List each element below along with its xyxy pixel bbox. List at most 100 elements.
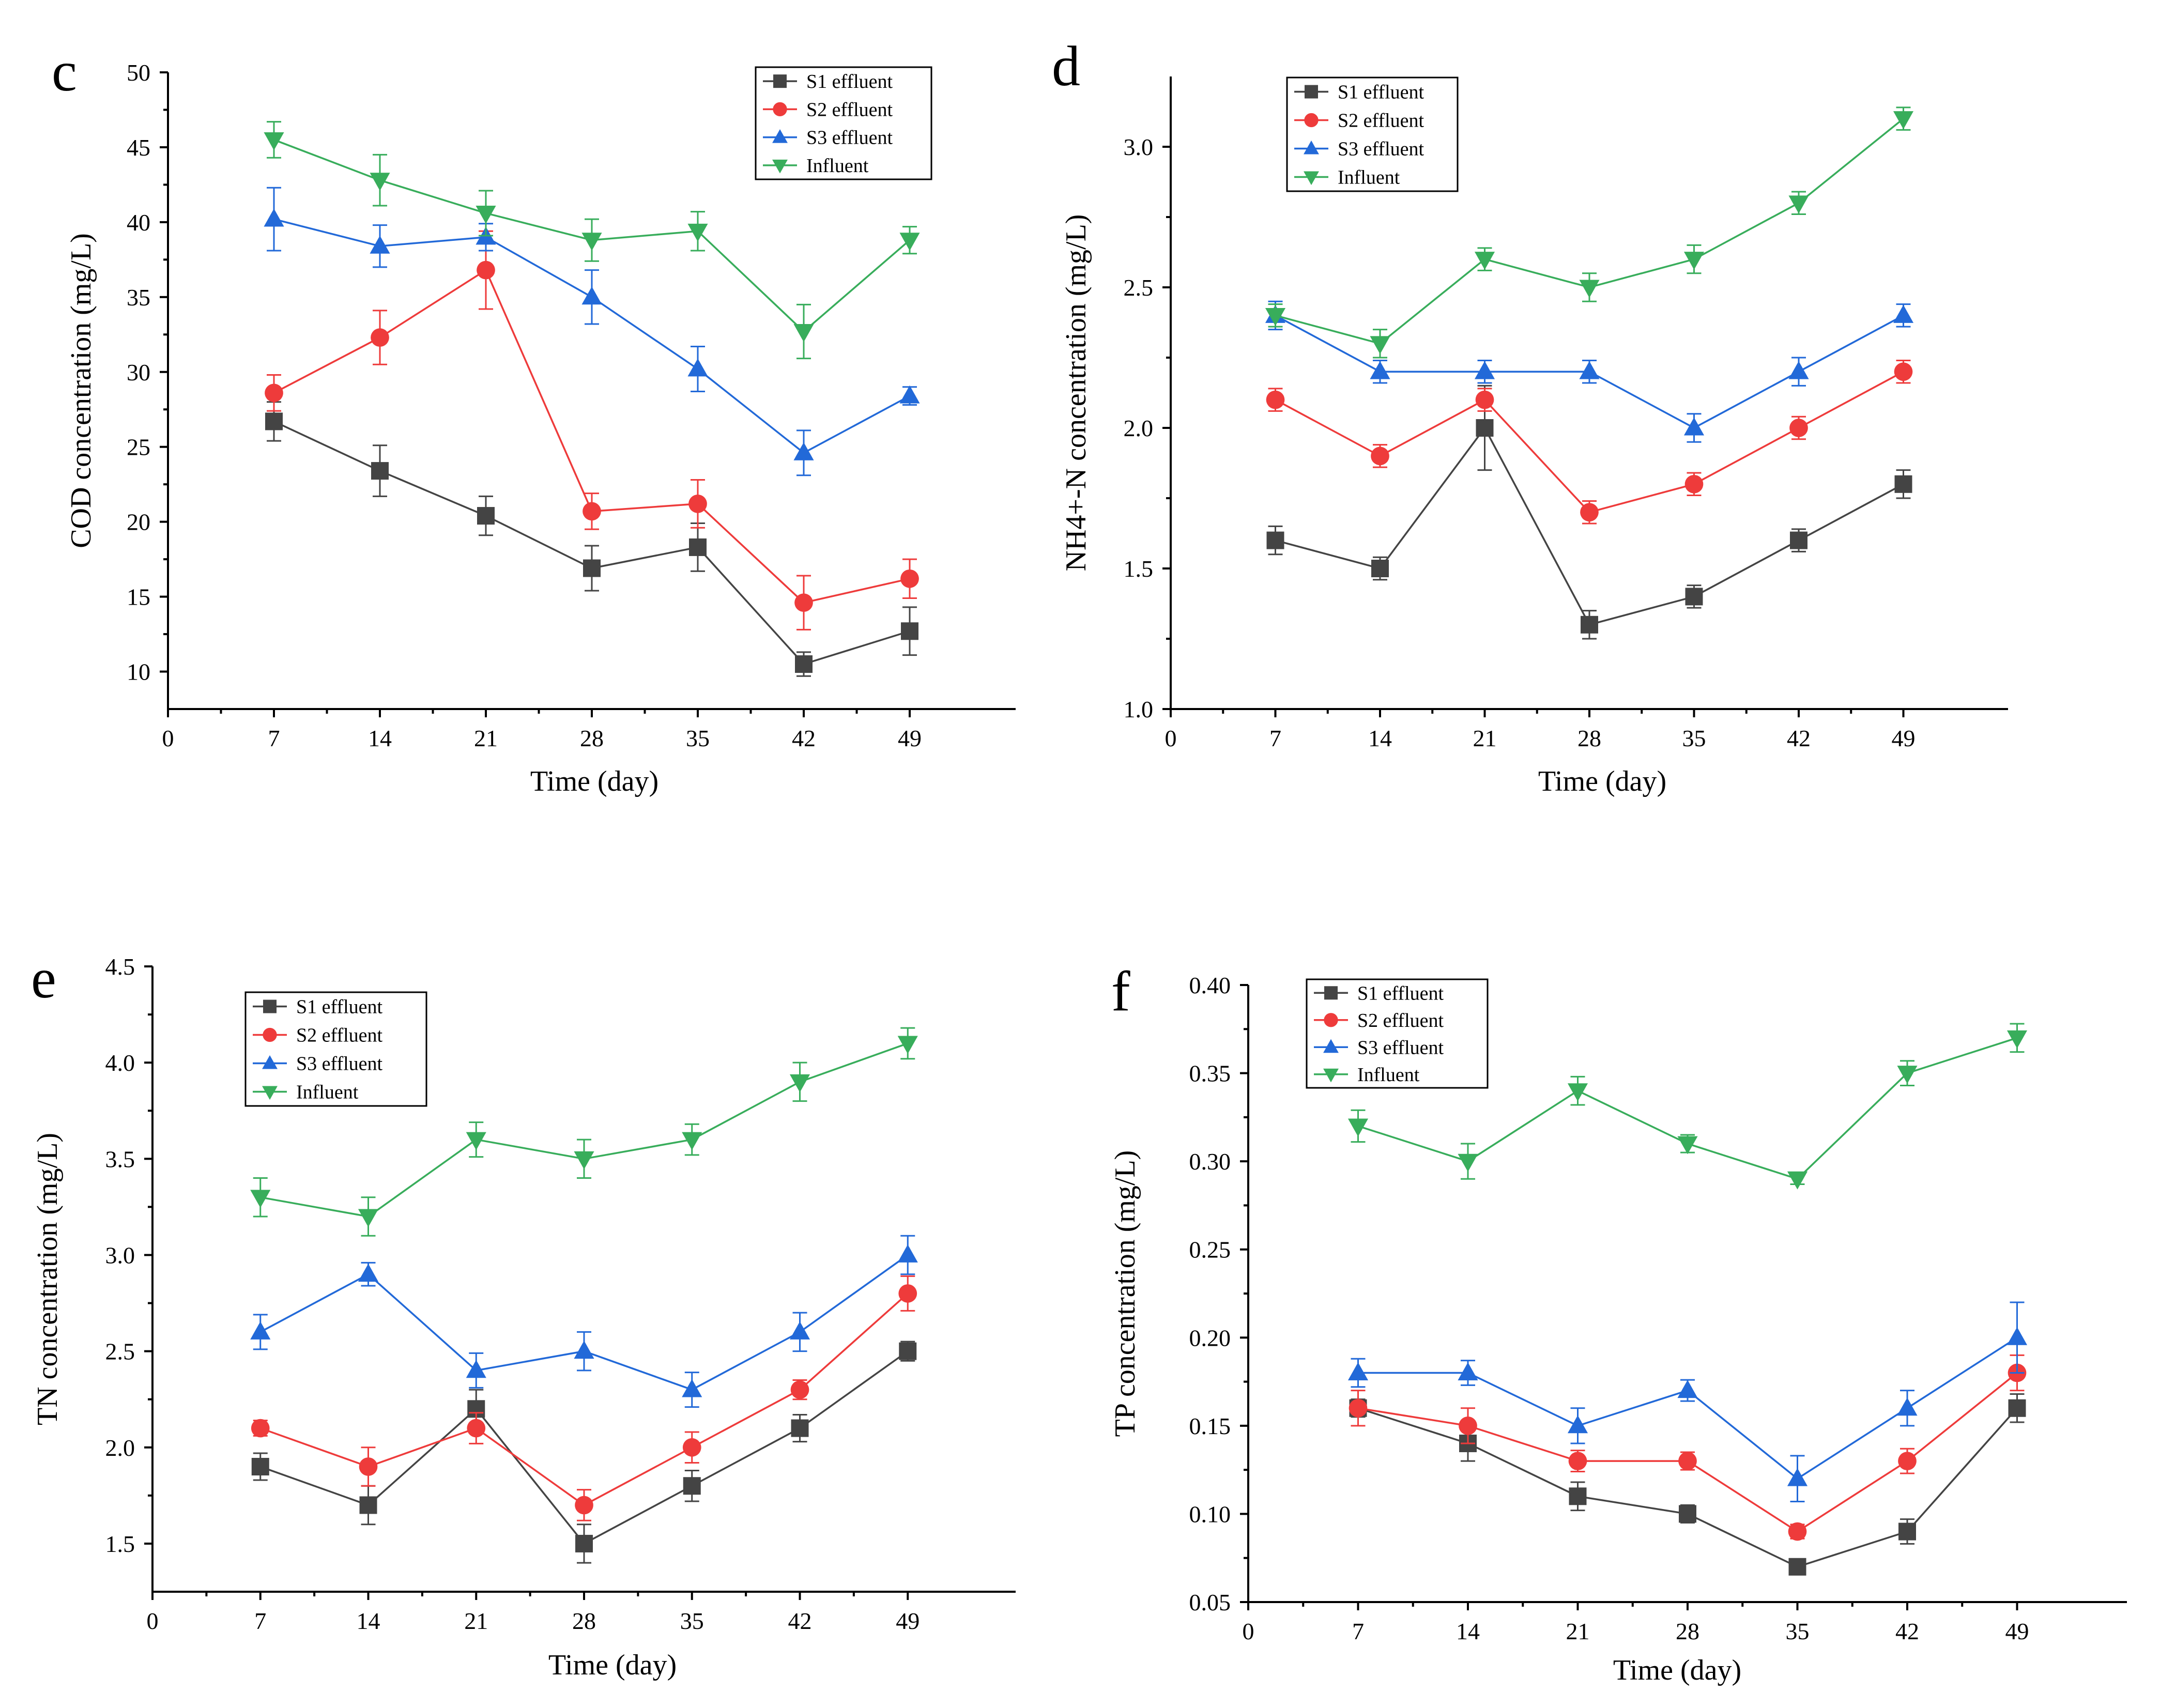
data-point: [581, 233, 602, 251]
y-tick-label: 35: [127, 284, 150, 311]
y-axis-title: TN concentration (mg/L): [32, 1133, 64, 1425]
data-point: [1266, 390, 1285, 409]
y-tick-label: 3.0: [1124, 134, 1154, 160]
legend: S1 effluent S2 effluent S3 effluent Influen…: [755, 66, 932, 180]
data-point: [1788, 361, 1809, 379]
legend: S1 effluent S2 effluent S3 effluent Influen…: [1286, 76, 1459, 192]
data-point: [1894, 362, 1913, 381]
data-point: [1579, 361, 1600, 379]
y-tick-label: 2.0: [1124, 415, 1154, 441]
data-point: [1580, 503, 1599, 522]
x-tick-label: 14: [357, 1608, 380, 1634]
x-tick-label: 49: [896, 1608, 920, 1634]
legend-label: Influent: [1357, 1064, 1420, 1086]
data-point: [1579, 280, 1600, 298]
y-tick-label: 1.0: [1124, 696, 1154, 722]
series-s3-effluent: [250, 1235, 918, 1408]
y-tick-label: 4.5: [105, 953, 135, 980]
data-point: [264, 132, 284, 150]
data-point: [1677, 1380, 1698, 1398]
data-point: [1683, 417, 1705, 436]
y-tick-label: 20: [127, 509, 150, 535]
x-tick-label: 28: [572, 1608, 596, 1634]
series-s1-effluent: [1349, 1393, 2026, 1576]
data-point: [359, 1496, 377, 1514]
series-influent: [1347, 1023, 2028, 1190]
y-tick-label: 15: [127, 584, 150, 610]
x-tick-label: 21: [464, 1608, 488, 1634]
data-point: [370, 173, 390, 191]
series-influent: [264, 121, 920, 360]
legend-label: S3 effluent: [1357, 1037, 1444, 1058]
x-tick-label: 14: [1368, 725, 1392, 751]
x-tick-label: 7: [1269, 725, 1281, 751]
series-line: [273, 420, 910, 666]
data-point: [789, 1321, 810, 1340]
data-point: [574, 1151, 594, 1170]
y-tick-label: 2.5: [105, 1338, 135, 1365]
y-tick-label: 4.0: [105, 1050, 135, 1076]
panel-letter: f: [1111, 960, 1130, 1023]
data-point: [1679, 1505, 1696, 1523]
y-tick-label: 1.5: [105, 1531, 135, 1557]
x-tick-label: 0: [147, 1608, 159, 1634]
x-tick-label: 7: [268, 725, 280, 751]
data-point: [250, 1321, 271, 1340]
data-point: [1893, 305, 1914, 323]
legend-marker: [1304, 140, 1319, 155]
data-point: [1475, 390, 1494, 409]
data-point: [2006, 1030, 2028, 1049]
x-tick-label: 7: [1352, 1618, 1364, 1644]
data-point: [1898, 1452, 1917, 1470]
x-tick-label: 0: [162, 725, 174, 751]
panel-letter: e: [31, 947, 56, 1010]
data-point: [789, 1074, 810, 1092]
legend-label: Influent: [1338, 167, 1400, 189]
y-tick-label: 0.10: [1189, 1501, 1231, 1527]
data-point: [1266, 531, 1284, 549]
legend-marker: [263, 999, 277, 1013]
data-point: [901, 622, 918, 640]
data-point: [793, 442, 814, 460]
data-point: [899, 233, 920, 251]
legend-label: Influent: [806, 155, 869, 177]
x-tick-label: 21: [1566, 1618, 1590, 1644]
legend-label: S1 effluent: [1357, 982, 1444, 1004]
data-point: [265, 383, 283, 403]
x-tick-label: 0: [1243, 1618, 1254, 1644]
data-point: [898, 1284, 917, 1303]
data-point: [1476, 419, 1494, 437]
y-tick-label: 0.05: [1189, 1589, 1231, 1615]
series-line: [1275, 371, 1904, 514]
panel-e: e 0 7 14 21 28 35 42 49 1.5 2.0 2.5 3.0 3.5 4.0 4.5 Time…: [31, 947, 1016, 1681]
data-point: [250, 1190, 271, 1208]
x-tick-label: 49: [2005, 1618, 2029, 1644]
x-tick-label: 42: [788, 1608, 812, 1634]
data-point: [1349, 1398, 1368, 1418]
legend-marker: [1304, 171, 1319, 186]
data-point: [791, 1419, 809, 1437]
x-tick-label: 7: [254, 1608, 266, 1634]
data-point: [575, 1534, 593, 1552]
data-point: [2008, 1399, 2026, 1417]
x-axis-title: Time (day): [530, 765, 658, 797]
x-tick-label: 49: [1892, 725, 1916, 751]
data-point: [1789, 419, 1808, 437]
data-point: [688, 495, 707, 513]
data-point: [1787, 1171, 1808, 1190]
data-point: [790, 1380, 809, 1399]
data-point: [794, 593, 813, 612]
x-tick-label: 49: [898, 725, 922, 751]
panel-letter: d: [1052, 35, 1080, 98]
x-tick-label: 35: [686, 725, 710, 751]
x-axis-title: Time (day): [548, 1649, 677, 1681]
x-tick-label: 0: [1165, 725, 1177, 751]
legend-marker: [1324, 986, 1338, 1000]
data-point: [683, 1477, 701, 1495]
series-s3-effluent: [1265, 300, 1914, 443]
data-point: [1370, 336, 1390, 355]
x-tick-label: 42: [1895, 1618, 1919, 1644]
data-point: [1458, 1153, 1478, 1172]
x-axis-title: Time (day): [1538, 765, 1666, 797]
series-s3-effluent: [1347, 1301, 2028, 1503]
